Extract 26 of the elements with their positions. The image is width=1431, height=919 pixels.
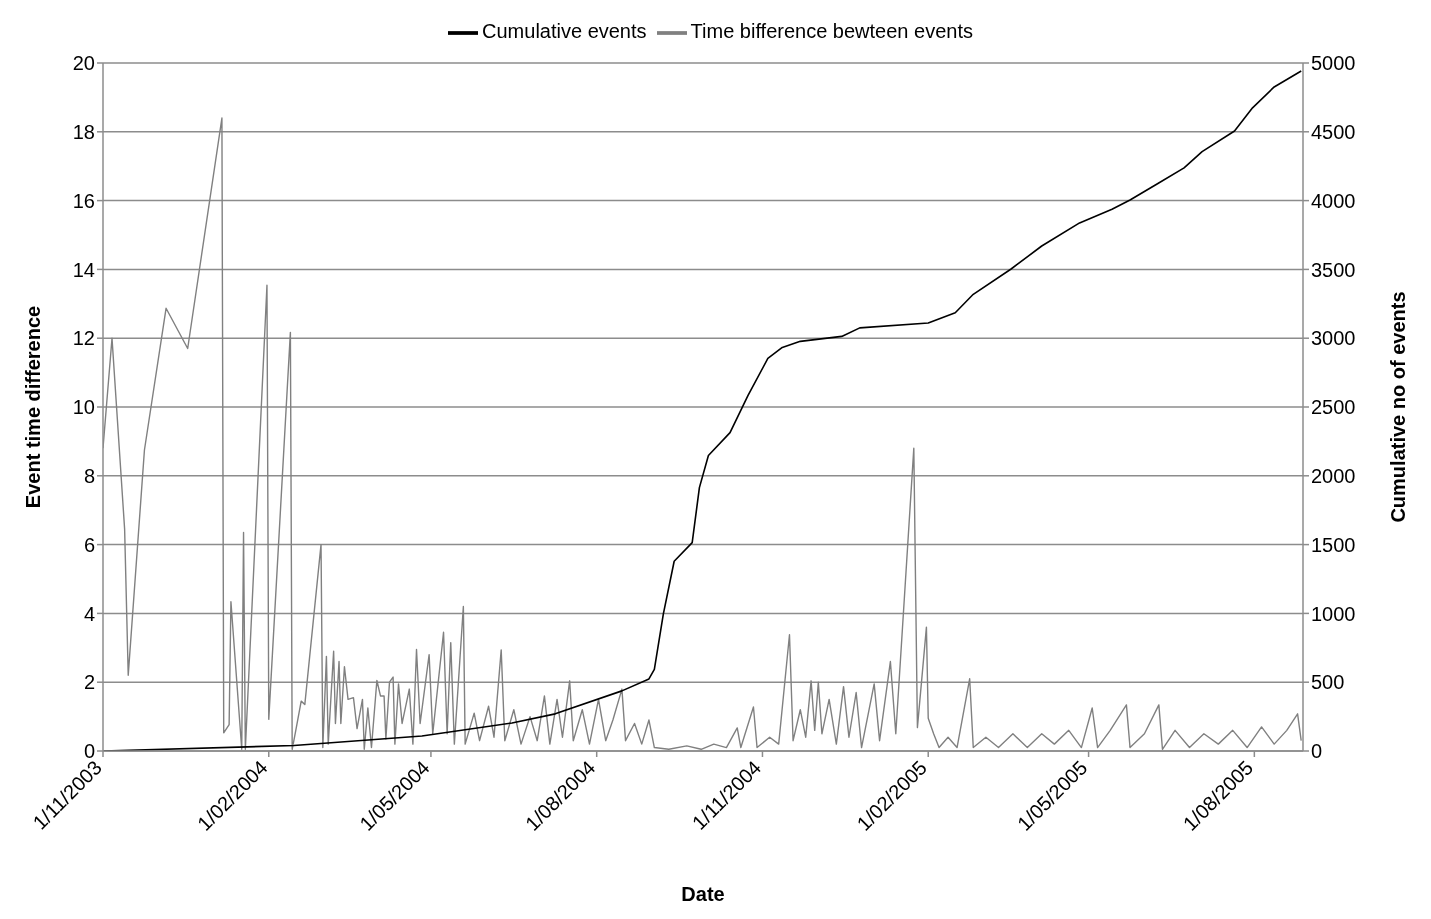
y2-tick-label: 1500 (1311, 533, 1356, 556)
y-tick-label: 18 (72, 120, 95, 143)
y2-tick-label: 1000 (1311, 602, 1356, 625)
y2-tick-label: 5000 (1311, 52, 1356, 75)
y-tick-label: 4 (83, 602, 95, 625)
y-tick-label: 2 (83, 671, 95, 694)
y2-tick-label: 500 (1311, 671, 1345, 694)
x-axis-title: Date (681, 883, 725, 905)
y2-tick-label: 2000 (1311, 464, 1356, 487)
legend-label: Cumulative events (482, 20, 647, 43)
y-tick-label: 6 (83, 533, 95, 556)
legend-label: Time bifference bewteen events (690, 20, 973, 43)
y-tick-label: 12 (72, 327, 95, 350)
y2-tick-label: 3000 (1311, 327, 1356, 350)
y2-tick-label: 3500 (1311, 258, 1356, 281)
y-tick-label: 16 (72, 189, 95, 212)
y2-axis-title: Cumulative no of events (1387, 291, 1410, 523)
y2-tick-label: 0 (1311, 740, 1323, 763)
y-tick-label: 10 (72, 396, 95, 419)
y-axis-title: Event time difference (22, 305, 45, 509)
y2-tick-label: 4500 (1311, 120, 1356, 143)
y2-tick-label: 2500 (1311, 396, 1356, 419)
y-tick-label: 14 (72, 258, 95, 281)
y2-tick-label: 4000 (1311, 189, 1356, 212)
y-tick-label: 8 (83, 464, 95, 487)
y-tick-label: 20 (72, 52, 95, 75)
